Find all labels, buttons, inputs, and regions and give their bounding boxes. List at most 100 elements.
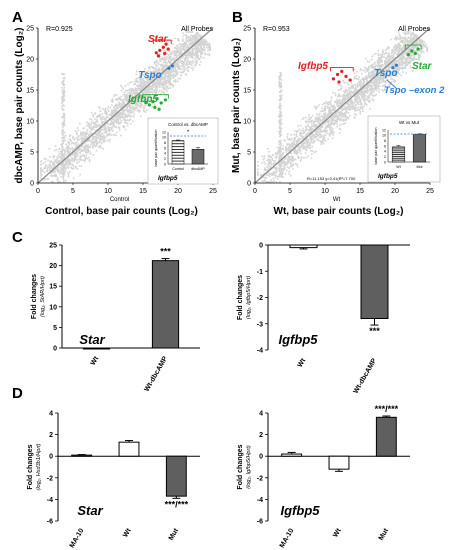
y-tick-label: 10: [49, 304, 57, 311]
inset-category-label: Wt: [396, 165, 400, 169]
y-axis-sublabel: (log₂, Igfbp5/Hprt): [246, 445, 252, 489]
bar-wt: [289, 244, 318, 249]
highlight-point-tspo: [394, 63, 398, 67]
tspo-exon2-arrow: [386, 79, 397, 89]
highlight-point-igfbp5: [336, 72, 340, 77]
y-tick-label: 0: [259, 243, 263, 250]
highlight-point-star: [413, 51, 417, 56]
inset-gene-label: Igfbp5: [158, 175, 178, 182]
bar-ma-10: [71, 454, 93, 457]
bar-mut: [375, 416, 397, 457]
panel-letters: A B C D: [12, 9, 243, 402]
panel-letter-a: A: [12, 9, 23, 26]
x-tick-label: 0: [36, 188, 40, 195]
correlation-label: R=0.953: [263, 26, 290, 33]
bar-panel-c-right: -4 -3 -2 -1 0 Fold changes (log₂, Igfbp5/Hprt)…: [237, 243, 410, 395]
category-label: Wt: [297, 357, 308, 369]
inset-gene-label: Igfbp5: [378, 173, 398, 180]
y-tick-label: 4: [49, 411, 53, 418]
highlight-point-igfbp5: [157, 107, 161, 111]
bar-wt: [328, 455, 350, 470]
highlight-point-star: [161, 45, 165, 49]
x-tick-label: 25: [426, 188, 434, 195]
significance-marker: ***/***: [375, 404, 399, 414]
significance-marker: ***: [160, 247, 171, 257]
x-tick-label: 5: [288, 188, 292, 195]
bar-panel-d-left: -6 -4 -2 0 2 4 Fold changes (log₂, Hsd3b1/Hprt)…: [27, 411, 200, 549]
highlight-point-star: [158, 48, 162, 52]
category-label: Wt: [122, 527, 133, 539]
correlation-label: R=0.925: [46, 26, 73, 33]
highlight-point-tspo: [167, 66, 171, 70]
y-tick-label: 2: [49, 432, 53, 439]
inset-y-label: base pair quantification: [374, 128, 378, 165]
y-tick-label: -4: [47, 497, 53, 504]
highlight-label-igfbp5: Igfbp5: [128, 94, 158, 105]
highlight-point-star: [166, 47, 170, 51]
y-tick-label: 4: [259, 411, 263, 418]
highlight-point-star: [154, 51, 158, 55]
significance-marker: ***/***: [165, 499, 189, 509]
probe-set-label: All Probes: [181, 26, 213, 33]
y-tick-label: 2: [259, 432, 263, 439]
highlight-point-star: [416, 47, 420, 51]
inset-y-label: base pair quantification: [154, 130, 158, 167]
tspo-exon2-label: Tspo –exon 2: [384, 85, 445, 96]
inset-y-tick-label: 12: [382, 128, 386, 132]
category-label: MA-10: [279, 527, 296, 549]
x-tick-label: 25: [209, 188, 217, 195]
category-label: Wt-dbcAMP: [144, 355, 170, 393]
y-tick-label: -1: [257, 269, 263, 276]
highlight-point-igfbp5: [155, 97, 159, 101]
highlight-bracket-star: [152, 39, 172, 45]
y-tick-label: 0: [30, 181, 34, 188]
highlight-point-star: [163, 51, 167, 56]
y-tick-label: 5: [53, 325, 57, 332]
y-axis-label: Fold changes: [27, 444, 34, 489]
y-tick-label: -4: [257, 497, 263, 504]
x-tick-label: 10: [321, 188, 329, 195]
panel-letter-d: D: [12, 385, 23, 402]
y-tick-label: 10: [243, 119, 251, 126]
bar-wt-dbcamp: [360, 244, 389, 319]
inset-title: Wt vs Mut: [399, 120, 420, 125]
inset-y-tick-label: 4: [384, 150, 386, 154]
highlight-point-star: [406, 53, 410, 57]
y-tick-label: 5: [247, 150, 251, 157]
highlight-bracket-igfbp5: [329, 66, 354, 72]
y-tick-label: -2: [257, 295, 263, 302]
gene-label: Igfbp5: [279, 332, 319, 347]
category-label: Wt: [90, 355, 101, 367]
bar-panel-c-left: 0 5 10 15 20 25 Fold changes (log₂, StAR/Hprt) W…: [31, 243, 200, 393]
inset-title: Control vs. dbcAMP: [168, 122, 208, 127]
y-tick-label: -2: [257, 475, 263, 482]
highlight-point-igfbp5: [159, 101, 163, 105]
highlight-label-tspo: Tspo: [138, 70, 162, 81]
inset-y-tick-label: 12: [162, 130, 166, 134]
significance-marker: ***: [369, 326, 380, 336]
y-axis-sublabel: (log₂, StAR/Hprt): [40, 276, 46, 317]
x-axis-sublabel: Wt: [333, 197, 341, 203]
x-tick-label: 10: [104, 188, 112, 195]
highlight-label-tspo: Tspo: [374, 68, 398, 79]
inset-y-tick-label: 0: [384, 160, 386, 164]
bar-ma-10: [281, 453, 303, 457]
inset-bar: [412, 134, 427, 163]
x-tick-label: 0: [253, 188, 257, 195]
bar-wt: [118, 441, 140, 457]
x-tick-label: 15: [139, 188, 147, 195]
x-tick-label: 20: [174, 188, 182, 195]
y-tick-label: 20: [49, 263, 57, 270]
bar-wt-dbcamp: [151, 260, 180, 349]
y-tick-label: 25: [26, 26, 34, 33]
highlight-point-star: [410, 49, 414, 53]
y-axis-label: Fold changes: [31, 274, 38, 319]
highlight-point-igfbp5: [340, 69, 344, 73]
highlight-point-igfbp5: [153, 105, 157, 109]
y-tick-label: 0: [259, 454, 263, 461]
highlight-point-igfbp5: [331, 77, 335, 81]
inset-significance: *: [187, 130, 190, 136]
y-tick-label: 15: [49, 284, 57, 291]
